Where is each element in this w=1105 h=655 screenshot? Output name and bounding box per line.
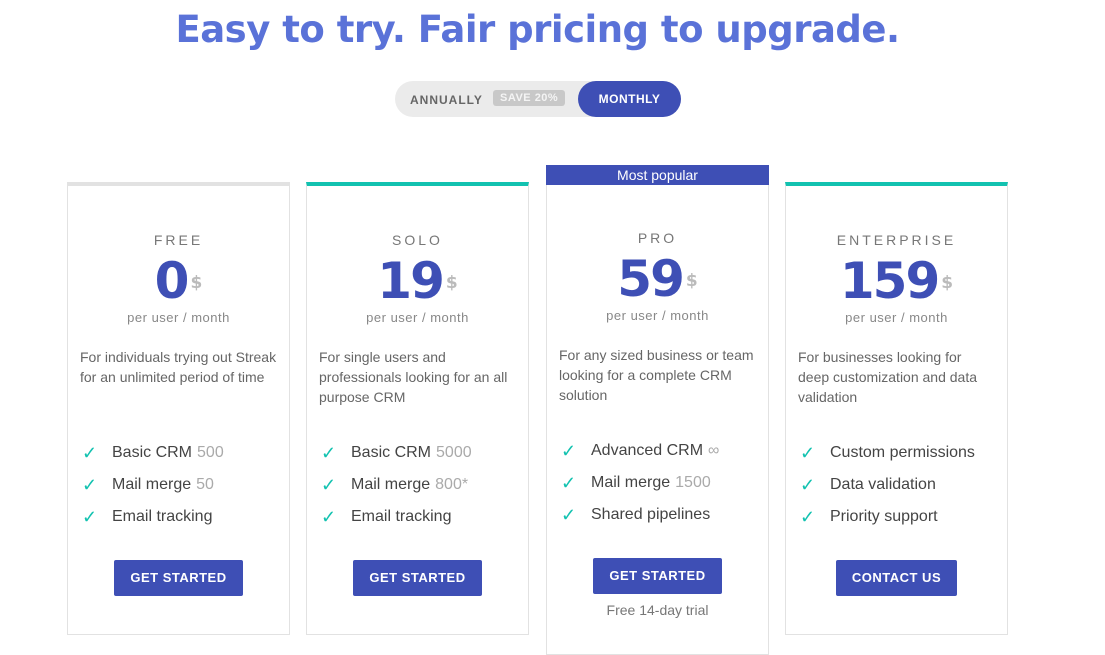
currency-symbol: $ [685,271,698,291]
most-popular-badge: Most popular [546,165,769,185]
currency-symbol: $ [445,273,458,293]
save-badge: SAVE 20% [493,90,566,106]
plan-name: SOLO [392,232,443,248]
feature-list: ✓ Basic CRM 5000 ✓ Mail merge 800* ✓ Email trac… [321,437,528,533]
feature-limit: 500 [197,444,224,461]
plan-card-enterprise: ENTERPRISE 159 $ per user / month For bus… [785,182,1008,635]
feature-limit: 5000 [436,444,472,461]
check-icon: ✓ [321,506,337,527]
check-icon: ✓ [82,442,98,463]
check-icon: ✓ [82,506,98,527]
plan-description: For individuals trying out Streak for an… [80,349,277,385]
feature-list: ✓ Advanced CRM ∞ ✓ Mail merge 1500 ✓ Shared pip… [561,435,768,531]
feature-label: Email tracking [112,508,213,525]
feature-label: Shared pipelines [591,506,711,523]
feature-label: Mail merge [351,476,431,493]
get-started-button[interactable]: GET STARTED [593,558,722,594]
feature-item: ✓ Basic CRM 5000 [321,437,528,469]
feature-item: ✓ Priority support [800,501,1007,533]
page-title: Easy to try. Fair pricing to upgrade. [175,8,900,51]
feature-item: ✓ Mail merge 800* [321,469,528,501]
currency-symbol: $ [190,273,203,293]
price-value: 159 [839,252,940,310]
feature-label: Basic CRM [351,444,432,461]
feature-label: Advanced CRM [591,442,704,459]
check-icon: ✓ [321,474,337,495]
check-icon: ✓ [800,506,816,527]
feature-list: ✓ Basic CRM 500 ✓ Mail merge 50 ✓ Email trackin… [82,437,289,533]
plan-price: 59 $ [547,254,768,304]
currency-symbol: $ [941,273,954,293]
feature-item: ✓ Email tracking [82,501,289,533]
plan-description: For any sized business or team looking f… [559,347,754,403]
feature-limit: 800* [435,476,469,493]
feature-limit: ∞ [708,442,720,459]
price-period: per user / month [127,310,230,325]
check-icon: ✓ [561,504,577,525]
feature-limit: 50 [196,476,214,493]
check-icon: ✓ [561,472,577,493]
feature-item: ✓ Mail merge 50 [82,469,289,501]
feature-item: ✓ Basic CRM 500 [82,437,289,469]
feature-item: ✓ Custom permissions [800,437,1007,469]
plan-card-free: FREE 0 $ per user / month For individuals… [67,182,290,635]
plan-name: PRO [637,230,678,246]
feature-item: ✓ Data validation [800,469,1007,501]
price-value: 59 [617,250,685,308]
feature-item: ✓ Shared pipelines [561,499,768,531]
plan-description: For businesses looking for deep customiz… [798,349,978,405]
monthly-option[interactable]: MONTHLY [578,81,681,117]
feature-label: Mail merge [591,474,671,491]
plan-price: 19 $ [307,256,528,306]
get-started-button[interactable]: GET STARTED [114,560,243,596]
feature-item: ✓ Mail merge 1500 [561,467,768,499]
check-icon: ✓ [321,442,337,463]
billing-toggle[interactable]: ANNUALLY SAVE 20% MONTHLY [395,81,681,117]
price-period: per user / month [845,310,948,325]
plan-name: FREE [153,232,204,248]
feature-label: Mail merge [112,476,192,493]
feature-limit: 1500 [675,474,711,491]
price-period: per user / month [366,310,469,325]
feature-label: Custom permissions [830,444,975,461]
feature-list: ✓ Custom permissions ✓ Data validation ✓ Prio… [800,437,1007,533]
check-icon: ✓ [561,440,577,461]
feature-label: Data validation [830,476,936,493]
plan-price: 0 $ [68,256,289,306]
check-icon: ✓ [800,442,816,463]
plan-name: ENTERPRISE [836,232,957,248]
feature-item: ✓ Advanced CRM ∞ [561,435,768,467]
plan-card-solo: SOLO 19 $ per user / month For single use… [306,182,529,635]
annually-option[interactable]: ANNUALLY [410,93,483,107]
get-started-button[interactable]: GET STARTED [353,560,482,596]
price-period: per user / month [606,308,709,323]
trial-note: Free 14-day trial [606,602,709,618]
check-icon: ✓ [800,474,816,495]
price-value: 0 [154,252,190,310]
plan-card-pro: Most popular PRO 59 $ per user / month For… [546,165,769,655]
check-icon: ✓ [82,474,98,495]
feature-label: Basic CRM [112,444,193,461]
feature-label: Email tracking [351,508,452,525]
price-value: 19 [377,252,445,310]
contact-us-button[interactable]: CONTACT US [835,560,958,596]
feature-item: ✓ Email tracking [321,501,528,533]
feature-label: Priority support [830,508,938,525]
plan-price: 159 $ [786,256,1007,306]
plan-description: For single users and professionals looki… [319,349,508,405]
